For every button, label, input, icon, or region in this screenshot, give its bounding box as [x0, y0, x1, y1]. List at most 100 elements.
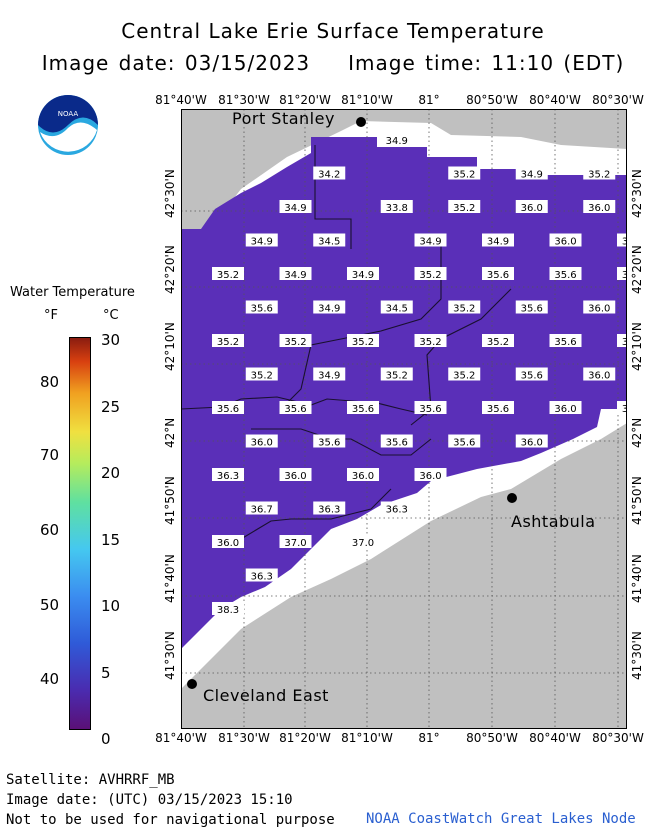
temperature-value: 35.2 [347, 334, 379, 348]
temperature-value-text: 36.3 [318, 505, 340, 516]
temperature-value-text: 35.2 [453, 304, 475, 315]
longitude-label-top: 80°30'W [592, 93, 644, 107]
temperature-value: 35.6 [279, 401, 312, 415]
temperature-value-text: 36.0 [217, 538, 239, 549]
temperature-value-box [482, 334, 514, 347]
temperature-value-text: 35.2 [419, 270, 441, 281]
temperature-value: 34.9 [380, 133, 413, 147]
temperature-value: 35.6 [515, 367, 548, 382]
temperature-value-text: 35.6 [386, 438, 408, 449]
temperature-value-box [583, 300, 616, 314]
temperature-value-box [448, 200, 481, 213]
latitude-label-left: 42°10'N [163, 322, 177, 371]
temperature-value-text: 35.6 [284, 404, 306, 415]
temperature-value: 35.2 [448, 200, 481, 214]
longitude-label-top: 81°40'W [155, 93, 207, 107]
temperature-value: 34.9 [414, 233, 447, 248]
temperature-value-text: 35.2 [453, 371, 475, 382]
ashtabula-label: Ashtabula [511, 512, 596, 531]
temperature-value-text: 35.6 [521, 371, 543, 382]
longitude-label-bottom: 81°40'W [155, 731, 207, 745]
port-stanley-label: Port Stanley [232, 109, 335, 128]
temperature-value-text: 35.2 [284, 337, 306, 348]
temperature-value-text: 33.8 [386, 203, 408, 214]
temperature-value-box [448, 434, 481, 448]
cleveland-east-label: Cleveland East [203, 686, 329, 705]
legend-tick-f: 80 [40, 373, 60, 391]
temperature-value-text: 36.0 [588, 203, 610, 214]
temperature-value-box [583, 200, 616, 213]
temperature-value-box [245, 568, 278, 582]
temperature-value-box [212, 602, 244, 615]
temperature-value-text: 35.2 [251, 371, 273, 382]
temperature-value: 33.8 [380, 200, 413, 214]
temperature-value-box [549, 334, 582, 347]
image-time: Image time: 11:10 (EDT) [348, 51, 625, 75]
temperature-value: 35.6 [212, 401, 244, 415]
temperature-value-box [313, 300, 346, 314]
temperature-value: 35.2 [448, 367, 481, 382]
temperature-value: 34.9 [279, 267, 312, 281]
temperature-value-text: 35.2 [419, 337, 441, 348]
temperature-value: 35.6 [380, 434, 413, 449]
temperature-value: 34.9 [482, 233, 514, 248]
legend-tick-c: 25 [101, 397, 121, 416]
longitude-label-top: 80°40'W [529, 93, 581, 107]
temperature-value: 36.0 [583, 367, 616, 382]
temperature-value: 34.5 [313, 233, 346, 248]
boundary-line-2 [240, 428, 432, 540]
temperature-value-text: 34.9 [251, 237, 273, 248]
utc-image-date: Image date: (UTC) 03/15/2023 15:10 [6, 792, 293, 808]
temperature-value-text: 35.6 [251, 304, 273, 315]
temperature-value-box [347, 535, 379, 548]
temperature-value: 35.2 [279, 334, 312, 348]
temperature-value: 36.0 [549, 233, 582, 248]
temperature-value-box [245, 300, 278, 314]
temperature-value: 36.0 [347, 468, 379, 482]
temperature-value-box [482, 401, 514, 414]
temperature-value-text: 35.6 [419, 404, 441, 415]
temperature-value-text: 34.2 [318, 170, 340, 181]
temperature-value: 35.2 [212, 267, 244, 281]
longitude-label-bottom: 80°30'W [592, 731, 644, 745]
temperature-value: 35.2 [380, 367, 413, 382]
temperature-value-text: 35.6 [318, 438, 340, 449]
temperature-value-box [279, 267, 312, 280]
temperature-value: 34.9 [279, 200, 312, 214]
longitude-label-bottom: 80°50'W [466, 731, 518, 745]
temperature-value-box [279, 401, 312, 414]
legend-tick-c: 20 [101, 464, 121, 482]
temperature-value-text: 36.3 [386, 505, 408, 516]
map-title: Central Lake Erie Surface Temperature [121, 19, 545, 43]
temperature-value-text: 34.9 [318, 304, 340, 315]
temperature-value: 35.2 [414, 334, 447, 348]
longitude-label-top: 81°10'W [341, 93, 393, 107]
latitude-label-left: 42°20'N [163, 245, 177, 294]
temperature-value: 35.2 [414, 267, 447, 281]
temperature-value-text: 35.2 [453, 170, 475, 181]
temperature-value: 35.6 [448, 434, 481, 449]
legend-tick-c: 15 [101, 530, 121, 549]
temperature-value-text: 34.9 [419, 237, 441, 248]
temperature-value-box [583, 367, 616, 381]
temperature-value-text: 35.6 [554, 337, 576, 348]
temperature-value-box [414, 233, 447, 247]
temperature-value-text: 37.0 [284, 538, 306, 549]
temperature-value-text: 36.0 [622, 404, 627, 415]
temperature-value-box [414, 468, 447, 481]
temperature-value: 36.0 [515, 200, 548, 214]
temperature-value-box [313, 166, 346, 180]
temperature-value-box [380, 434, 413, 448]
temperature-value: 36.0 [414, 468, 447, 482]
legend-tick-f: 70 [40, 446, 60, 464]
temperature-value: 34.9 [515, 166, 548, 181]
satellite-info: Satellite: AVHRRF_MB [6, 772, 175, 788]
longitude-label-bottom: 81°10'W [341, 731, 393, 745]
lake-erie-map: 34.9 34.2 35.2 34.9 35.2 35.6 34.9 33.8 35.2 36.0… [181, 109, 627, 729]
temperature-value-text: 36.0 [419, 471, 441, 482]
logo-text: NOAA [58, 110, 79, 118]
latitude-label-right: 41°30'N [630, 631, 644, 680]
legend-tick-c: 10 [101, 597, 121, 615]
temperature-value-text: 36.0 [554, 404, 576, 415]
temperature-value: 35.6 [414, 401, 447, 415]
